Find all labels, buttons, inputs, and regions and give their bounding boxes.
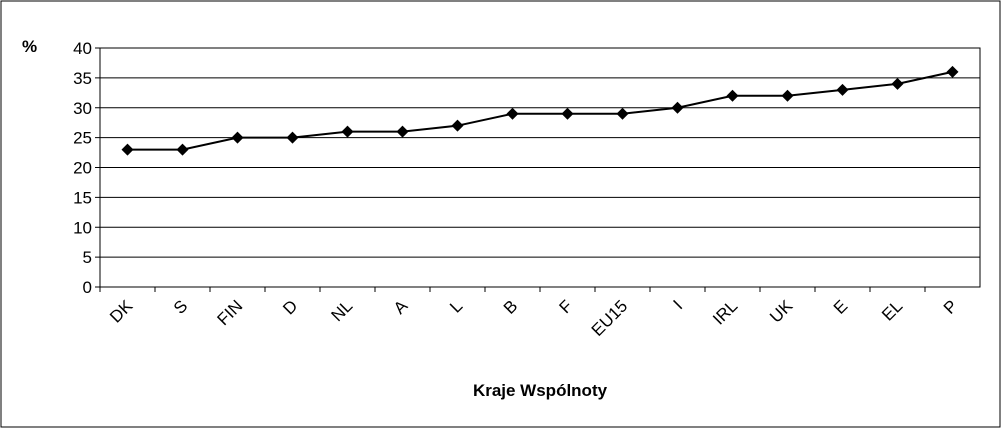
marker <box>891 77 904 90</box>
marker <box>616 107 629 120</box>
y-axis-label: % <box>22 37 37 56</box>
marker <box>561 107 574 120</box>
y-tick-label: 35 <box>73 69 92 88</box>
y-tick-label: 0 <box>83 278 92 297</box>
marker <box>506 107 519 120</box>
marker <box>451 119 464 132</box>
x-axis-label: Kraje Wspólnoty <box>473 381 608 400</box>
marker <box>121 143 134 156</box>
y-tick-label: 40 <box>73 39 92 58</box>
marker <box>781 89 794 102</box>
y-tick-label: 10 <box>73 218 92 237</box>
y-tick-label: 30 <box>73 99 92 118</box>
marker <box>946 65 959 78</box>
marker <box>231 131 244 144</box>
marker <box>396 125 409 138</box>
marker <box>176 143 189 156</box>
marker <box>671 101 684 114</box>
y-tick-label: 5 <box>83 248 92 267</box>
marker <box>836 83 849 96</box>
marker <box>286 131 299 144</box>
marker <box>341 125 354 138</box>
marker <box>726 89 739 102</box>
y-tick-label: 20 <box>73 159 92 178</box>
line <box>127 70 953 151</box>
y-tick-label: 15 <box>73 188 92 207</box>
y-tick-label: 25 <box>73 129 92 148</box>
